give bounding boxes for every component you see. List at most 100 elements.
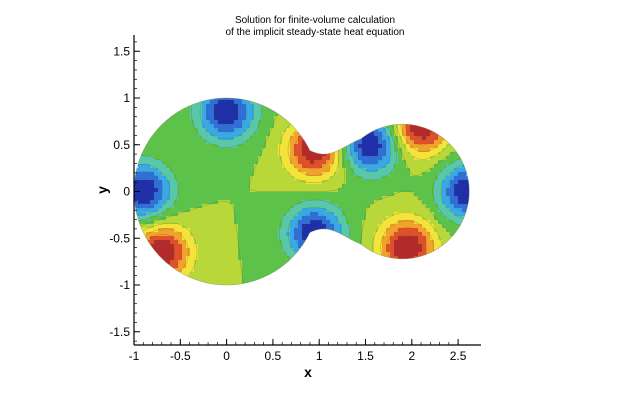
field-cell [222,252,227,257]
field-cell [218,220,223,225]
field-cell [350,148,355,153]
field-cell [194,136,199,141]
field-cell [262,172,267,177]
field-cell [230,188,235,193]
field-cell [398,140,403,145]
field-cell [334,156,339,161]
field-cell [442,192,447,197]
field-cell [266,152,271,157]
field-cell [450,164,455,169]
field-cell [310,224,315,229]
field-cell [246,100,251,105]
field-cell [230,256,235,261]
field-cell [214,148,219,153]
field-cell [210,172,215,177]
field-cell [270,156,275,161]
field-cell [218,252,223,257]
field-cell [254,148,259,153]
field-cell [226,160,231,165]
field-cell [238,108,243,113]
field-cell [326,152,331,157]
field-cell [166,144,171,149]
field-cell [394,184,399,189]
field-cell [222,92,227,97]
field-cell [250,98,255,101]
field-cell [406,120,411,125]
field-cell [362,220,367,225]
field-cell [238,240,243,245]
field-cell [242,112,247,117]
field-cell [434,228,439,233]
field-cell [210,236,215,241]
field-cell [186,116,191,121]
field-cell [362,156,367,161]
field-cell [298,160,303,165]
field-cell [174,124,179,129]
field-cell [146,176,151,181]
field-cell [378,256,383,261]
field-cell [202,132,207,137]
field-cell [382,200,387,205]
field-cell [442,236,447,241]
field-cell [398,212,403,217]
field-cell [430,196,435,201]
field-cell [386,216,391,221]
field-cell [410,152,415,157]
field-cell [138,212,143,217]
field-cell [250,228,255,233]
field-cell [162,128,167,133]
field-cell [354,148,359,153]
field-cell [170,164,175,169]
field-cell [454,176,459,181]
field-cell [394,236,399,241]
field-cell [410,244,415,249]
field-cell [426,136,431,141]
field-cell [302,192,307,197]
field-cell [418,252,423,257]
field-cell [362,144,367,149]
field-cell [390,252,395,257]
field-cell [266,256,271,261]
field-cell [334,220,339,225]
field-cell [370,148,375,153]
field-cell [198,204,203,209]
field-cell [374,184,379,189]
field-cell [430,132,435,137]
field-cell [390,132,395,137]
field-cell [426,124,431,129]
field-cell [366,132,371,137]
field-cell [210,264,215,269]
field-cell [174,128,179,133]
field-cell [254,140,259,145]
field-cell [326,208,331,213]
field-cell [226,284,231,285]
field-cell [206,284,211,285]
field-cell [274,132,279,137]
field-cell [286,128,291,133]
field-cell [286,116,291,121]
field-cell [214,260,219,265]
field-cell [358,212,363,217]
field-cell [226,164,231,169]
field-cell [222,200,227,205]
field-cell [186,128,191,133]
field-cell [446,160,451,165]
field-cell [338,208,343,213]
field-cell [342,232,347,237]
field-cell [206,124,211,129]
field-cell [238,284,243,285]
field-cell [150,148,155,153]
field-cell [262,140,267,145]
field-cell [226,196,231,201]
field-cell [406,244,411,249]
field-cell [382,240,387,245]
field-cell [430,228,435,233]
field-cell [426,248,431,253]
field-cell [394,140,399,145]
field-cell [462,208,467,213]
field-cell [402,200,407,205]
field-cell [174,252,179,257]
field-cell [278,252,283,257]
field-cell [394,220,399,225]
field-cell [262,212,267,217]
